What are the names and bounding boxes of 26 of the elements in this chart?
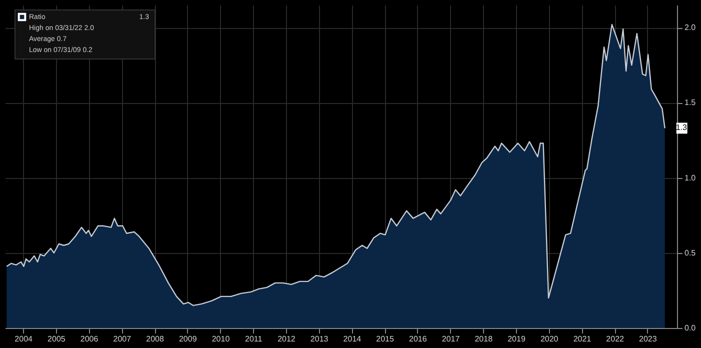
x-tick-label: 2020: [540, 334, 559, 344]
x-tick-label: 2012: [278, 334, 296, 344]
x-tick-label: 2008: [146, 334, 164, 344]
x-tick-label: 2021: [573, 334, 592, 344]
y-tick-label: 0.5: [684, 248, 696, 258]
x-tick-label: 2004: [14, 334, 34, 344]
x-tick-label: 2022: [606, 334, 625, 344]
x-tick-label: 2009: [178, 334, 198, 344]
x-tick-label: 2015: [376, 334, 394, 344]
x-tick-label: 2005: [48, 334, 66, 344]
x-tick-label: 2018: [474, 334, 494, 344]
x-tick-label: 2019: [508, 334, 526, 344]
x-tick-label: 2016: [409, 334, 428, 344]
x-tick-label: 2023: [639, 334, 658, 344]
annotation: 1.3: [676, 123, 688, 132]
x-tick-label: 2017: [442, 334, 460, 344]
y-tick-label: 1.0: [684, 173, 696, 182]
x-tick-label: 2006: [80, 334, 99, 344]
y-tick-label: 2.0: [684, 23, 696, 32]
x-tick-label: 2007: [113, 334, 132, 344]
y-tick-label: 1.5: [684, 98, 696, 108]
y-tick-label: 0.0: [684, 324, 696, 332]
x-tick-label: 2010: [212, 334, 230, 344]
x-tick-label: 2014: [343, 334, 362, 344]
x-tick-label: 2011: [244, 334, 263, 344]
x-tick-label: 2013: [310, 334, 329, 344]
